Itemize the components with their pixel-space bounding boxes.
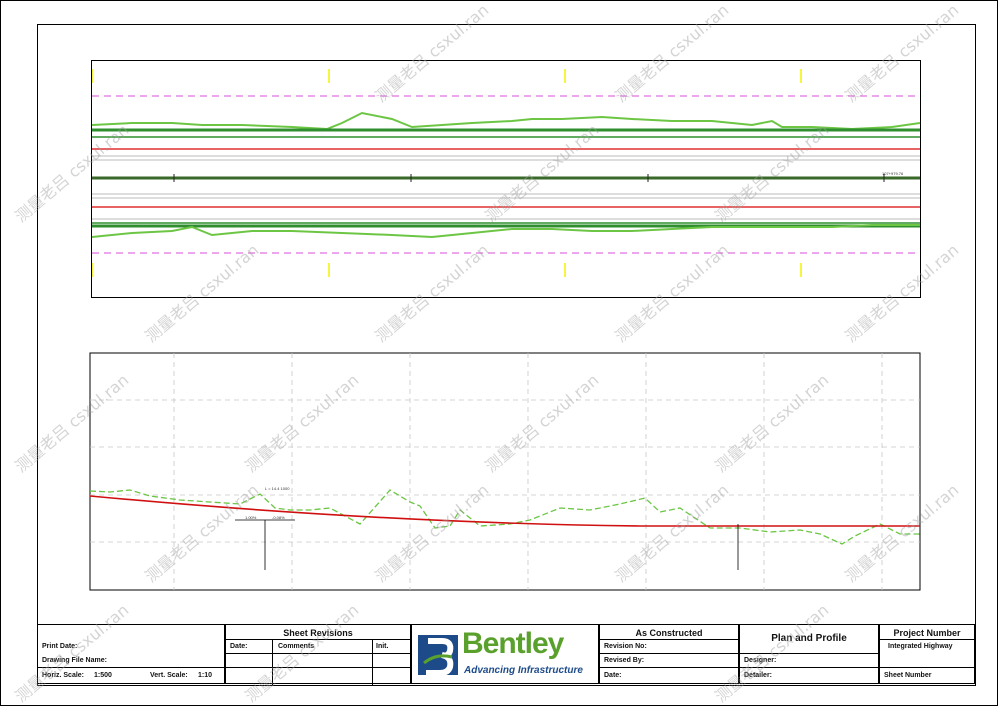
project-number-title: Project Number bbox=[893, 628, 961, 638]
detailer-label: Detailer: bbox=[744, 672, 773, 679]
horiz-scale-label: Horiz. Scale: bbox=[42, 672, 85, 679]
project-name: Integrated Highway bbox=[888, 643, 953, 650]
svg-text:107+979.76: 107+979.76 bbox=[882, 171, 904, 176]
revision-no-label: Revision No: bbox=[604, 643, 647, 650]
plan-view-drawing: 107+979.76 bbox=[92, 69, 920, 277]
plan-and-profile-cell: Plan and Profile Designer: Detailer: bbox=[739, 624, 879, 684]
pvi-markers bbox=[235, 519, 739, 570]
grade-annotation: L = 14.4 1000 bbox=[265, 486, 290, 491]
plan-and-profile-title: Plan and Profile bbox=[771, 633, 847, 644]
designer-label: Designer: bbox=[744, 657, 777, 664]
vert-scale-value: 1:10 bbox=[198, 672, 213, 679]
title-block: Print Date: Drawing File Name: Horiz. Sc… bbox=[37, 624, 975, 685]
station-ticks bbox=[92, 69, 802, 277]
revised-by-label: Revised By: bbox=[604, 657, 645, 664]
comments-column: Comments bbox=[278, 643, 315, 650]
existing-edge-top bbox=[92, 111, 920, 131]
sheet-revisions-cell: Sheet Revisions Date: Comments Init. bbox=[225, 624, 411, 685]
drawing-file-label: Drawing File Name: bbox=[42, 657, 107, 664]
project-number-cell: Project Number Integrated Highway Sheet … bbox=[879, 624, 975, 684]
pvi-label: 1.00% bbox=[245, 515, 257, 520]
logo-name: Bentley bbox=[462, 627, 564, 660]
init-column: Init. bbox=[376, 643, 389, 650]
plan-view[interactable]: 107+979.76 bbox=[91, 60, 921, 298]
pvi-label-2: -0.08% bbox=[272, 515, 285, 520]
title-info-cell: Print Date: Drawing File Name: Horiz. Sc… bbox=[37, 624, 225, 684]
vert-scale-label: Vert. Scale: bbox=[150, 672, 188, 679]
horiz-scale-value: 1:500 bbox=[94, 672, 112, 679]
proposed-profile bbox=[89, 495, 920, 527]
date-column: Date: bbox=[230, 643, 248, 650]
existing-edge-bottom bbox=[92, 224, 920, 239]
print-date-label: Print Date: bbox=[42, 643, 78, 650]
bentley-b-icon bbox=[418, 635, 458, 676]
as-constructed-title: As Constructed bbox=[635, 628, 703, 638]
profile-view[interactable]: L = 14.4 1000 1.00% -0.08% bbox=[80, 348, 932, 606]
existing-ground-profile bbox=[89, 489, 920, 545]
sheet-revisions-title: Sheet Revisions bbox=[283, 628, 353, 638]
sheet-number-label: Sheet Number bbox=[884, 672, 932, 679]
profile-grid bbox=[90, 353, 920, 590]
logo-tagline: Advancing Infrastructure bbox=[464, 665, 583, 676]
drawing-frame bbox=[37, 24, 976, 686]
date-label: Date: bbox=[604, 672, 622, 679]
bentley-logo-cell: Bentley Advancing Infrastructure bbox=[411, 624, 599, 684]
as-constructed-cell: As Constructed Revision No: Revised By: … bbox=[599, 624, 739, 684]
profile-view-drawing: L = 14.4 1000 1.00% -0.08% bbox=[89, 352, 921, 591]
